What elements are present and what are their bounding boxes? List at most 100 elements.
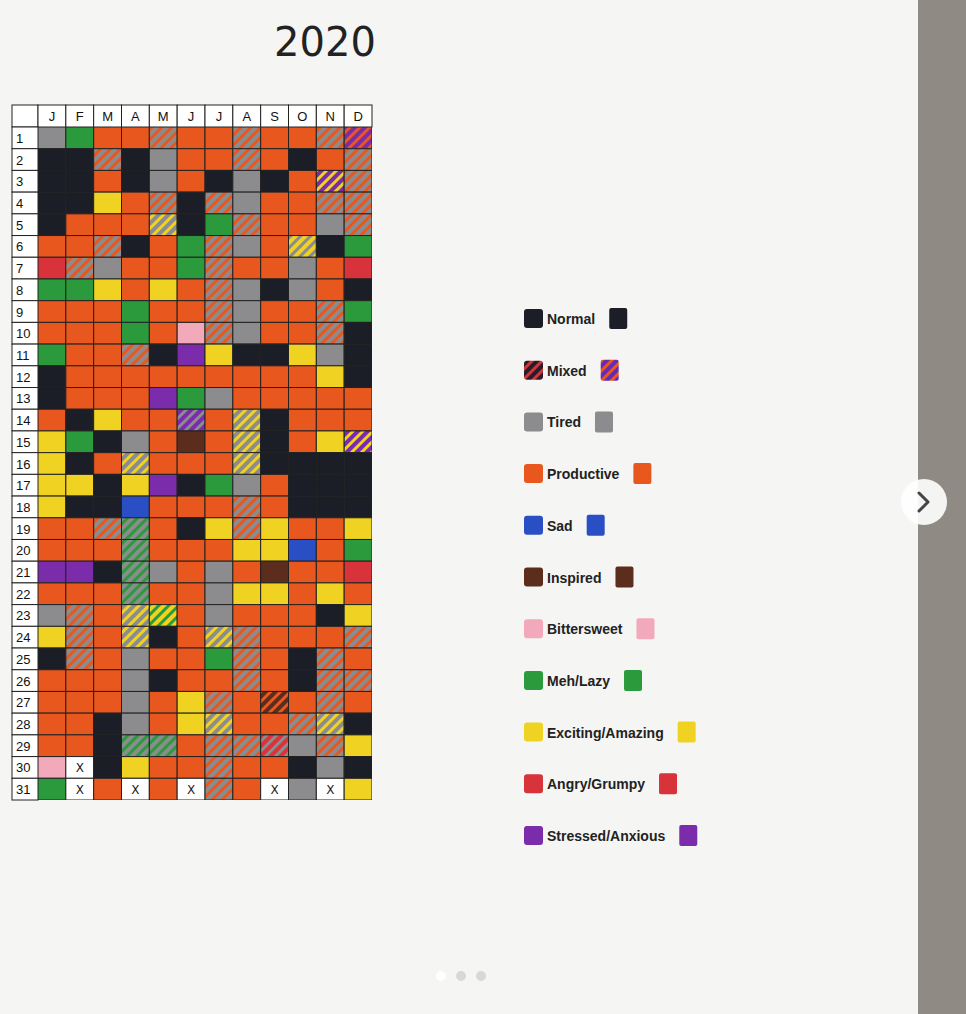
mood-cell: [149, 322, 177, 344]
mood-cell: [122, 583, 150, 605]
mood-cell: [344, 127, 372, 149]
mood-cell: [205, 453, 233, 475]
mood-cell: [66, 170, 94, 192]
mood-cell: [122, 670, 150, 692]
row-label: 6: [16, 239, 23, 254]
mood-cell: [94, 778, 122, 800]
mood-cell: [261, 691, 289, 713]
legend-swatch-alt: [595, 411, 613, 432]
mood-cell: [177, 322, 205, 344]
mood-cell: [233, 170, 261, 192]
mood-cell: [94, 453, 122, 475]
mood-cell: [261, 431, 289, 453]
row-label-cell: [12, 322, 38, 344]
mood-cell: [261, 561, 289, 583]
mood-cell: [316, 192, 344, 214]
mood-cell: [94, 170, 122, 192]
mood-cell: [66, 626, 94, 648]
mood-cell: [66, 648, 94, 670]
mood-cell: [38, 561, 66, 583]
mood-cell: [289, 127, 317, 149]
mood-cell: [233, 713, 261, 735]
no-date-mark: X: [187, 783, 195, 797]
mood-cell: [66, 431, 94, 453]
mood-cell: [94, 301, 122, 323]
mood-cell: [261, 648, 289, 670]
row-label: 8: [16, 283, 23, 298]
mood-cell: [177, 453, 205, 475]
mood-cell: [94, 583, 122, 605]
column-label: O: [297, 109, 307, 124]
row-label: 13: [16, 391, 30, 406]
mood-cell: [344, 691, 372, 713]
mood-cell: [261, 279, 289, 301]
next-chevron: [919, 493, 928, 511]
row-label-cell: [12, 388, 38, 410]
legend-label: Bittersweet: [547, 621, 623, 637]
row-label-cell: [12, 301, 38, 323]
mood-cell: [38, 409, 66, 431]
mood-cell: [289, 713, 317, 735]
mood-cell: [344, 344, 372, 366]
legend-swatch: [524, 619, 543, 638]
mood-cell: [94, 496, 122, 518]
mood-cell: [316, 431, 344, 453]
mood-cell: [177, 648, 205, 670]
row-label-cell: [12, 474, 38, 496]
mood-cell: [289, 322, 317, 344]
mood-cell: [149, 279, 177, 301]
mood-cell: [38, 344, 66, 366]
mood-cell: [316, 539, 344, 561]
mood-cell: [94, 431, 122, 453]
mood-cell: [94, 518, 122, 540]
mood-cell: [316, 366, 344, 388]
mood-cell: [122, 453, 150, 475]
mood-cell: [94, 757, 122, 779]
mood-cell: [233, 583, 261, 605]
mood-cell: [344, 431, 372, 453]
mood-cell: [66, 561, 94, 583]
row-label: 15: [16, 435, 30, 450]
legend-swatch: [524, 361, 543, 380]
mood-cell: [316, 453, 344, 475]
legend-label: Productive: [547, 466, 620, 482]
row-label-cell: [12, 670, 38, 692]
mood-cell: [94, 257, 122, 279]
row-label: 24: [16, 630, 30, 645]
mood-cell: [149, 648, 177, 670]
mood-cell: [316, 496, 344, 518]
mood-cell: [149, 192, 177, 214]
legend-swatch-alt: [601, 360, 619, 381]
header-cell: [122, 105, 150, 127]
no-date-mark: X: [76, 783, 84, 797]
mood-cell: [94, 474, 122, 496]
mood-cell: [177, 670, 205, 692]
mood-cell: [344, 713, 372, 735]
cell-texts: XXXXXX: [76, 761, 335, 797]
mood-cell: [289, 539, 317, 561]
row-label: 23: [16, 608, 30, 623]
mood-cell: [122, 344, 150, 366]
mood-cell: [205, 127, 233, 149]
mood-cell: [94, 366, 122, 388]
legend-swatch: [524, 568, 543, 587]
row-label: 27: [16, 695, 30, 710]
header-cell: [344, 105, 372, 127]
mood-cell: [38, 735, 66, 757]
legend-swatch-alt: [679, 825, 697, 846]
mood-cell: [149, 257, 177, 279]
mood-cell: [233, 626, 261, 648]
mood-cell: [38, 257, 66, 279]
mood-cell: [233, 192, 261, 214]
column-label: M: [158, 109, 169, 124]
mood-cell: [233, 257, 261, 279]
mood-cell: [289, 670, 317, 692]
legend-swatch: [524, 671, 543, 690]
row-label-cell: [12, 735, 38, 757]
mood-cell: [38, 713, 66, 735]
mood-cell: [94, 735, 122, 757]
row-label: 30: [16, 760, 30, 775]
mood-cell: [261, 192, 289, 214]
mood-cell: [289, 648, 317, 670]
mood-cell: [289, 778, 317, 800]
